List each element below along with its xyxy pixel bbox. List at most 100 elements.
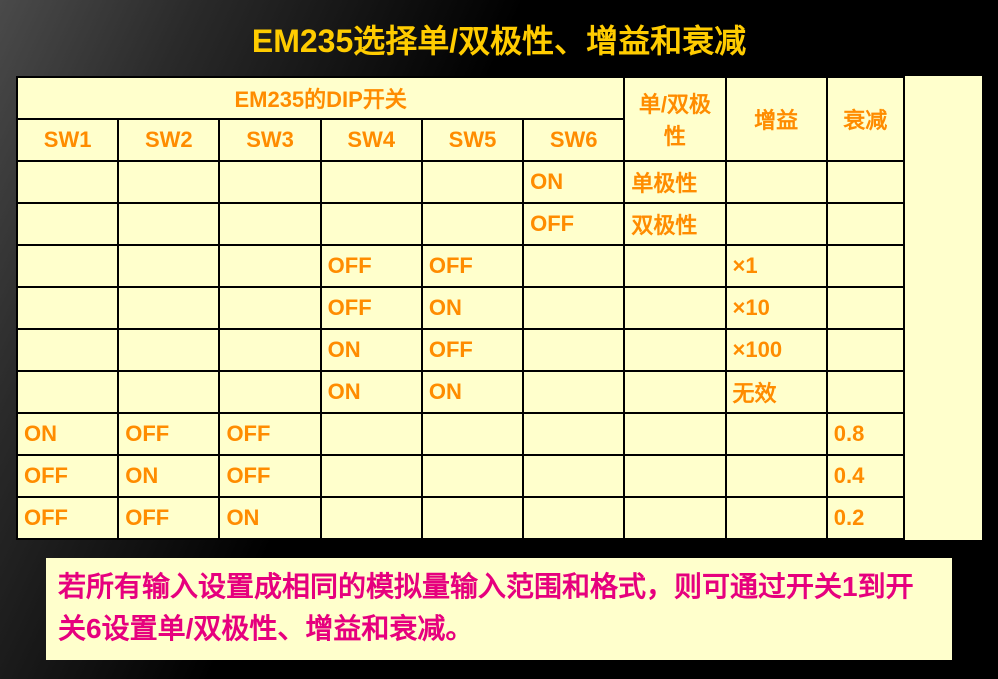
header-sw3: SW3 bbox=[219, 119, 320, 161]
cell-sw1 bbox=[17, 245, 118, 287]
cell-polarity bbox=[624, 455, 725, 497]
table-row: OFFONOFF0.4 bbox=[17, 455, 981, 497]
cell-sw2 bbox=[118, 329, 219, 371]
cell-sw1 bbox=[17, 329, 118, 371]
cell-sw4 bbox=[321, 413, 422, 455]
cell-sw2 bbox=[118, 203, 219, 245]
cell-sw4: OFF bbox=[321, 287, 422, 329]
cell-sw6: ON bbox=[523, 161, 624, 203]
cell-gain: ×10 bbox=[726, 287, 827, 329]
header-sw1: SW1 bbox=[17, 119, 118, 161]
header-polarity: 单/双极性 bbox=[624, 77, 725, 161]
cell-sw3 bbox=[219, 245, 320, 287]
cell-atten: 0.8 bbox=[827, 413, 904, 455]
cell-sw3 bbox=[219, 329, 320, 371]
cell-sw1 bbox=[17, 161, 118, 203]
cell-sw2: ON bbox=[118, 455, 219, 497]
cell-sw1 bbox=[17, 287, 118, 329]
slide-title: EM235选择单/双极性、增益和衰减 bbox=[16, 10, 982, 76]
cell-sw3 bbox=[219, 161, 320, 203]
cell-polarity bbox=[624, 497, 725, 539]
cell-sw6: OFF bbox=[523, 203, 624, 245]
cell-sw6 bbox=[523, 329, 624, 371]
cell-gain: 无效 bbox=[726, 371, 827, 413]
cell-sw4 bbox=[321, 455, 422, 497]
cell-sw4 bbox=[321, 161, 422, 203]
cell-sw6 bbox=[523, 413, 624, 455]
cell-sw3: OFF bbox=[219, 413, 320, 455]
table-row: ONOFFOFF0.8 bbox=[17, 413, 981, 455]
cell-atten bbox=[827, 287, 904, 329]
header-gain: 增益 bbox=[726, 77, 827, 161]
cell-atten bbox=[827, 161, 904, 203]
header-dip-group: EM235的DIP开关 bbox=[17, 77, 624, 119]
cell-polarity: 双极性 bbox=[624, 203, 725, 245]
cell-gain bbox=[726, 497, 827, 539]
cell-sw6 bbox=[523, 245, 624, 287]
header-sw6: SW6 bbox=[523, 119, 624, 161]
cell-sw5 bbox=[422, 455, 523, 497]
cell-polarity bbox=[624, 287, 725, 329]
cell-sw1: ON bbox=[17, 413, 118, 455]
header-sw4: SW4 bbox=[321, 119, 422, 161]
cell-sw5: OFF bbox=[422, 245, 523, 287]
cell-gain bbox=[726, 203, 827, 245]
footnote-box: 若所有输入设置成相同的模拟量输入范围和格式，则可通过开关1到开关6设置单/双极性… bbox=[46, 558, 952, 660]
cell-sw1 bbox=[17, 371, 118, 413]
cell-polarity bbox=[624, 371, 725, 413]
cell-sw5: ON bbox=[422, 371, 523, 413]
table-row: ON单极性 bbox=[17, 161, 981, 203]
cell-sw3 bbox=[219, 203, 320, 245]
cell-polarity bbox=[624, 413, 725, 455]
cell-sw3: OFF bbox=[219, 455, 320, 497]
cell-gain bbox=[726, 413, 827, 455]
cell-sw4: ON bbox=[321, 371, 422, 413]
cell-sw5: OFF bbox=[422, 329, 523, 371]
cell-gain: ×1 bbox=[726, 245, 827, 287]
cell-sw6 bbox=[523, 287, 624, 329]
cell-gain: ×100 bbox=[726, 329, 827, 371]
table-row: ONOFF ×100 bbox=[17, 329, 981, 371]
cell-sw1: OFF bbox=[17, 497, 118, 539]
cell-gain bbox=[726, 455, 827, 497]
table-row: OFF双极性 bbox=[17, 203, 981, 245]
cell-sw3: ON bbox=[219, 497, 320, 539]
cell-sw5 bbox=[422, 203, 523, 245]
cell-sw4 bbox=[321, 497, 422, 539]
cell-sw5: ON bbox=[422, 287, 523, 329]
table-row: OFFOFF ×1 bbox=[17, 245, 981, 287]
cell-polarity bbox=[624, 329, 725, 371]
cell-sw6 bbox=[523, 455, 624, 497]
cell-atten: 0.2 bbox=[827, 497, 904, 539]
cell-sw5 bbox=[422, 413, 523, 455]
cell-gain bbox=[726, 161, 827, 203]
header-atten: 衰减 bbox=[827, 77, 904, 161]
cell-sw4: OFF bbox=[321, 245, 422, 287]
cell-sw2 bbox=[118, 287, 219, 329]
cell-sw2 bbox=[118, 245, 219, 287]
cell-atten bbox=[827, 329, 904, 371]
cell-sw4: ON bbox=[321, 329, 422, 371]
cell-sw2: OFF bbox=[118, 497, 219, 539]
cell-atten: 0.4 bbox=[827, 455, 904, 497]
cell-sw2: OFF bbox=[118, 413, 219, 455]
table-row: ONON 无效 bbox=[17, 371, 981, 413]
table-header-row-1: EM235的DIP开关 单/双极性 增益 衰减 bbox=[17, 77, 981, 119]
cell-polarity bbox=[624, 245, 725, 287]
cell-sw3 bbox=[219, 287, 320, 329]
cell-atten bbox=[827, 245, 904, 287]
header-sw2: SW2 bbox=[118, 119, 219, 161]
cell-sw3 bbox=[219, 371, 320, 413]
cell-sw4 bbox=[321, 203, 422, 245]
header-sw5: SW5 bbox=[422, 119, 523, 161]
dip-switch-table: EM235的DIP开关 单/双极性 增益 衰减 SW1SW2SW3SW4SW5S… bbox=[16, 76, 982, 540]
cell-sw2 bbox=[118, 161, 219, 203]
table-row: OFFON ×10 bbox=[17, 287, 981, 329]
cell-sw6 bbox=[523, 371, 624, 413]
cell-atten bbox=[827, 203, 904, 245]
cell-sw2 bbox=[118, 371, 219, 413]
cell-sw5 bbox=[422, 161, 523, 203]
cell-atten bbox=[827, 371, 904, 413]
cell-sw5 bbox=[422, 497, 523, 539]
cell-polarity: 单极性 bbox=[624, 161, 725, 203]
